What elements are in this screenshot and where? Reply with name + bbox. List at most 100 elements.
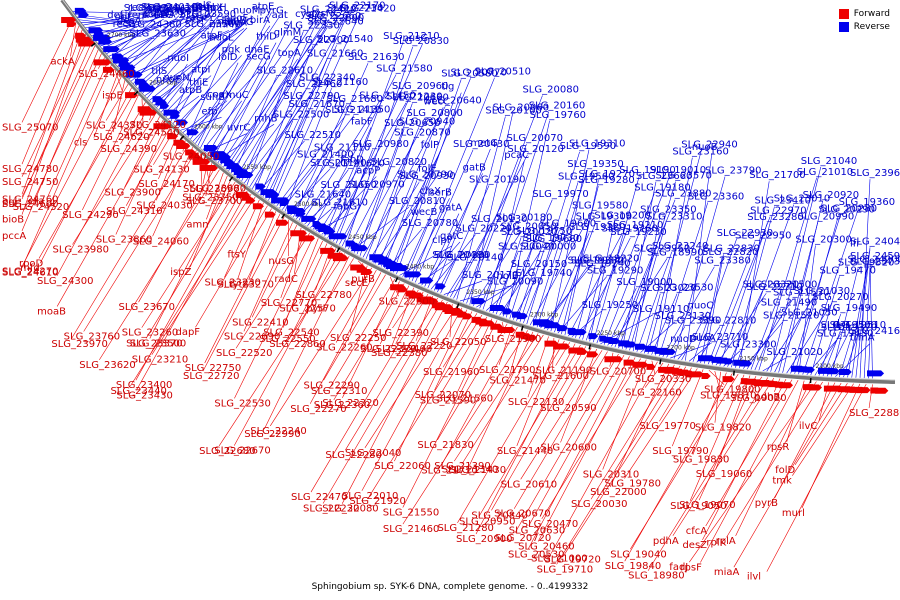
forward-gene-label[interactable]: SLG_23900 <box>105 187 161 198</box>
reverse-gene-label[interactable]: nuoB <box>692 142 718 153</box>
forward-gene-label[interactable]: SLG_20530 <box>508 549 564 560</box>
reverse-gene-label[interactable]: atpX <box>200 2 223 13</box>
reverse-gene-mark[interactable] <box>516 313 528 320</box>
reverse-gene-label[interactable]: recG <box>113 19 136 30</box>
reverse-gene-label[interactable]: SLG_20640 <box>425 95 481 106</box>
forward-gene-label[interactable]: bioB <box>2 215 24 226</box>
forward-gene-label[interactable]: SLG_19830 <box>673 455 729 466</box>
reverse-gene-label[interactable]: gatA <box>439 203 462 214</box>
forward-gene-label[interactable]: rplA <box>716 536 736 547</box>
forward-gene-label[interactable]: SLG_19050 <box>670 501 726 512</box>
reverse-gene-label[interactable]: SLG_21540 <box>317 34 373 45</box>
reverse-gene-mark[interactable] <box>471 298 486 305</box>
forward-gene-label[interactable]: SLG_20310 <box>583 470 639 481</box>
reverse-gene-mark[interactable] <box>139 85 156 92</box>
forward-gene-mark[interactable] <box>686 371 704 378</box>
forward-gene-label[interactable]: SLG_20610 <box>501 479 557 490</box>
reverse-gene-label[interactable]: SLG_23350 <box>640 204 696 215</box>
reverse-gene-label[interactable]: SLG_21350 <box>334 105 390 116</box>
forward-gene-mark[interactable] <box>397 286 408 293</box>
forward-gene-mark[interactable] <box>525 334 538 341</box>
reverse-gene-label[interactable]: thiE <box>189 78 208 89</box>
reverse-gene-label[interactable]: SLG_19290 <box>587 265 643 276</box>
reverse-gene-label[interactable]: SLG_19220 <box>583 253 639 264</box>
reverse-gene-label[interactable]: SLG_24340 <box>124 3 180 14</box>
forward-gene-mark[interactable] <box>646 363 656 370</box>
reverse-gene-label[interactable]: SLG_23410 <box>755 196 811 207</box>
reverse-gene-mark[interactable] <box>660 348 676 355</box>
forward-gene-mark[interactable] <box>553 343 570 350</box>
reverse-gene-label[interactable]: SLG_20930 <box>399 171 455 182</box>
reverse-gene-mark[interactable] <box>804 366 815 373</box>
reverse-gene-label[interactable]: SLG_23730 <box>850 257 900 268</box>
forward-gene-label[interactable]: SLG_24370 <box>86 121 142 132</box>
forward-gene-label[interactable]: SLG_22470 <box>291 492 347 503</box>
reverse-gene-label[interactable]: SLG_23950 <box>634 243 690 254</box>
reverse-gene-label[interactable]: SLG_19330 <box>567 256 623 267</box>
reverse-gene-label[interactable]: SLG_20000 <box>520 241 576 252</box>
forward-gene-label[interactable]: SLG_22530 <box>214 398 270 409</box>
reverse-gene-label[interactable]: atpE <box>252 1 275 12</box>
forward-gene-label[interactable]: SLG_22520 <box>216 348 272 359</box>
reverse-gene-label[interactable]: SLG_18990 <box>647 247 703 258</box>
reverse-gene-label[interactable]: topA <box>278 48 301 59</box>
reverse-gene-label[interactable]: nuoC <box>687 301 713 312</box>
reverse-gene-label[interactable]: SLG_23160 <box>672 147 728 158</box>
reverse-gene-label[interactable]: holB <box>497 271 519 282</box>
forward-gene-label[interactable]: SLG_21430 <box>450 465 506 476</box>
forward-gene-label[interactable]: SLG_22780 <box>296 290 352 301</box>
reverse-gene-label[interactable]: SLG_23960 <box>850 168 900 179</box>
reverse-gene-label[interactable]: SLG_23560 <box>184 19 240 30</box>
forward-gene-label[interactable]: SLG_22990 <box>244 429 300 440</box>
forward-gene-mark[interactable] <box>722 376 735 383</box>
reverse-gene-label[interactable]: SLG_19680 <box>526 234 582 245</box>
forward-gene-label[interactable]: ftsY <box>227 249 246 260</box>
forward-gene-label[interactable]: pccA <box>2 231 26 242</box>
forward-gene-mark[interactable] <box>632 361 649 368</box>
reverse-gene-label[interactable]: coaX <box>207 90 232 101</box>
reverse-gene-label[interactable]: ptsP <box>186 15 208 26</box>
forward-gene-label[interactable]: SLG_24050 <box>163 151 219 162</box>
reverse-gene-label[interactable]: birA <box>250 15 270 26</box>
reverse-gene-label[interactable]: SLG_23130 <box>655 311 711 322</box>
reverse-gene-label[interactable]: SLG_20090 <box>487 277 543 288</box>
reverse-gene-mark[interactable] <box>420 277 434 284</box>
forward-gene-label[interactable]: SLG_22060 <box>374 461 430 472</box>
forward-gene-mark[interactable] <box>320 247 336 254</box>
reverse-gene-mark[interactable] <box>634 343 647 350</box>
forward-gene-label[interactable]: SLG_24060 <box>133 236 189 247</box>
reverse-gene-label[interactable]: SLG_24380 <box>125 19 181 30</box>
forward-gene-label[interactable]: SLG_22000 <box>590 487 646 498</box>
reverse-gene-label[interactable]: SLG_22610 <box>257 65 313 76</box>
forward-gene-label[interactable]: SLG_20470 <box>522 519 578 530</box>
reverse-gene-label[interactable]: SLG_22500 <box>273 109 329 120</box>
reverse-gene-label[interactable]: rmuC <box>222 90 249 101</box>
forward-gene-label[interactable]: SLG_24130 <box>133 165 189 176</box>
reverse-gene-label[interactable]: ilvD <box>149 3 168 14</box>
reverse-gene-label[interactable]: SLG_21620 <box>328 159 384 170</box>
forward-gene-label[interactable]: secE <box>345 278 368 289</box>
forward-gene-label[interactable]: SLG_22380 <box>371 348 427 359</box>
reverse-gene-label[interactable]: SLG_19370 <box>821 323 877 334</box>
forward-gene-label[interactable]: SLG_21590 <box>420 396 476 407</box>
forward-gene-label[interactable]: SLG_23680 <box>190 183 246 194</box>
forward-gene-label[interactable]: SLG_23970 <box>51 339 107 350</box>
forward-gene-label[interactable]: SLG_22310 <box>311 386 367 397</box>
reverse-gene-label[interactable]: eno <box>165 7 184 18</box>
reverse-gene-label[interactable]: SLG_22930 <box>717 228 773 239</box>
reverse-gene-label[interactable]: SLG_23300 <box>720 340 776 351</box>
reverse-gene-label[interactable]: SLG_22600 <box>308 13 364 24</box>
forward-gene-label[interactable]: SLG_23500 <box>130 338 186 349</box>
reverse-gene-label[interactable]: def <box>107 10 124 21</box>
reverse-gene-label[interactable]: SLG_19310 <box>569 139 625 150</box>
forward-gene-label[interactable]: SLG_21790 <box>479 365 535 376</box>
reverse-gene-label[interactable]: SLG_20820 <box>370 157 426 168</box>
reverse-gene-label[interactable]: metG <box>470 138 498 149</box>
reverse-gene-mark[interactable] <box>827 368 840 375</box>
reverse-gene-label[interactable]: SLG_21700 <box>749 170 805 181</box>
reverse-gene-label[interactable]: ftsH <box>195 2 215 13</box>
reverse-gene-label[interactable]: SLG_21410 <box>325 105 381 116</box>
reverse-gene-mark[interactable] <box>103 46 120 53</box>
forward-gene-label[interactable]: SLG_23260 <box>122 328 178 339</box>
reverse-gene-label[interactable]: trmD <box>222 15 248 26</box>
